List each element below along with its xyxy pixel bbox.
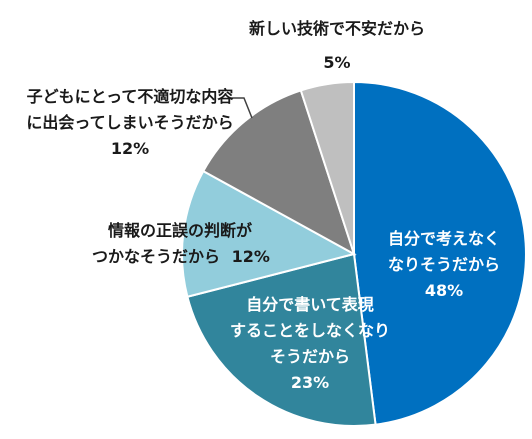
slice-value-writing: 23%: [290, 373, 330, 392]
slice-label-new-tech-line-1: 新しい技術で不安だから: [248, 19, 425, 38]
slice-value-accuracy: 12%: [231, 247, 270, 266]
slice-label-new-tech: 新しい技術で不安だから 5%: [232, 16, 442, 76]
pie-slice-new-tech: [299, 80, 355, 255]
slice-label-writing-line-1: 自分で書いて表現: [246, 295, 374, 314]
pie-slice-thinking: [353, 80, 527, 426]
slice-label-accuracy-line-2: つかなそうだから: [92, 247, 221, 266]
slice-label-writing-line-2: することをしなくなり: [229, 321, 390, 340]
slice-label-thinking: 自分で考えなく なりそうだから 48%: [380, 226, 508, 304]
slice-label-writing-line-3: そうだから: [269, 347, 350, 366]
pie-slice-inappropriate: [201, 89, 356, 257]
slice-value-inappropriate: 12%: [110, 139, 150, 158]
slice-label-thinking-line-2: なりそうだから: [387, 255, 500, 274]
pie-slice-writing: [186, 252, 377, 427]
slice-value-thinking: 48%: [424, 281, 464, 300]
slice-label-inappropriate-line-2: に出会ってしまいそうだから: [26, 113, 234, 132]
slice-label-thinking-line-1: 自分で考えなく: [387, 229, 500, 248]
slice-label-accuracy-line-1: 情報の正誤の判断が: [108, 221, 253, 240]
slice-value-new-tech: 5%: [323, 53, 351, 72]
slice-label-writing: 自分で書いて表現 することをしなくなり そうだから 23%: [222, 292, 398, 396]
slice-label-inappropriate-line-1: 子どもにとって不適切な内容: [26, 87, 234, 106]
slice-label-accuracy: 情報の正誤の判断が つかなそうだから 12%: [92, 218, 270, 270]
slice-label-inappropriate: 子どもにとって不適切な内容 に出会ってしまいそうだから 12%: [20, 84, 240, 162]
leader-line-inappropriate: [228, 97, 253, 119]
pie-slice-accuracy: [181, 169, 357, 298]
